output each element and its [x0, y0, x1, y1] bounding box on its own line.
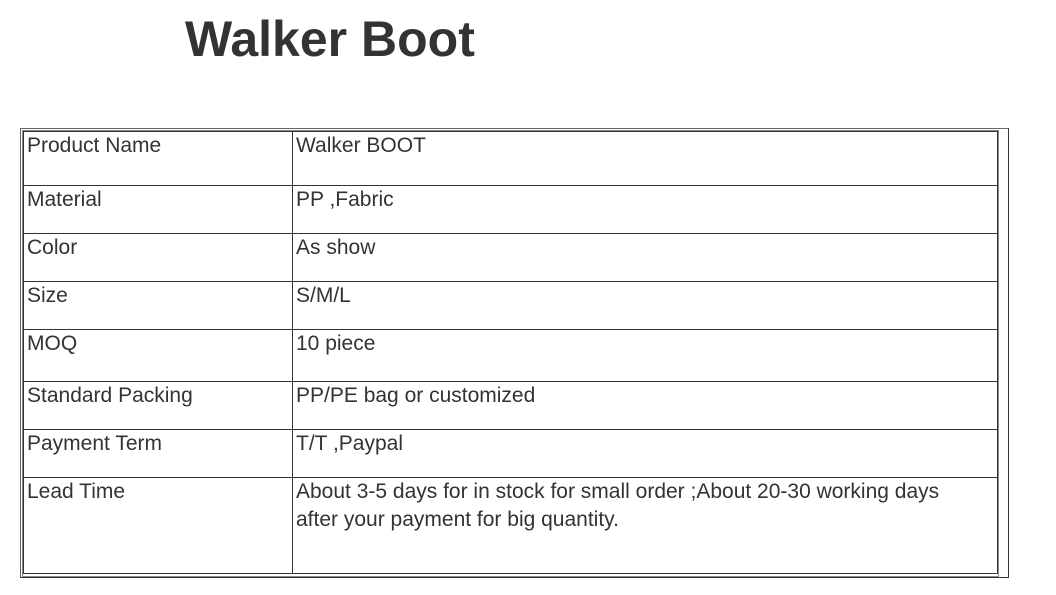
row-label: Color	[23, 233, 293, 282]
spec-table-frame: Product Name Walker BOOT Material PP ,Fabr…	[20, 128, 1009, 578]
row-label: Payment Term	[23, 429, 293, 478]
table-row: Size S/M/L	[23, 281, 998, 330]
row-value: PP ,Fabric	[292, 185, 998, 234]
lead-time-line-2: after your payment for big quantity.	[296, 508, 619, 531]
table-row: Payment Term T/T ,Paypal	[23, 429, 998, 478]
table-row: Lead Time About 3-5 days for in stock for…	[23, 477, 998, 574]
row-label: Size	[23, 281, 293, 330]
table-row: Standard Packing PP/PE bag or customized	[23, 381, 998, 430]
row-label: Material	[23, 185, 293, 234]
row-value: T/T ,Paypal	[292, 429, 998, 478]
page-title: Walker Boot	[185, 11, 475, 67]
row-value: PP/PE bag or customized	[292, 381, 998, 430]
table-row: Product Name Walker BOOT	[23, 131, 998, 186]
row-value: S/M/L	[292, 281, 998, 330]
row-value: About 3-5 days for in stock for small or…	[292, 477, 998, 574]
row-label: MOQ	[23, 329, 293, 382]
row-value: 10 piece	[292, 329, 998, 382]
table-row: Color As show	[23, 233, 998, 282]
table-row: MOQ 10 piece	[23, 329, 998, 382]
row-value: As show	[292, 233, 998, 282]
row-label: Lead Time	[23, 477, 293, 574]
table-row: Material PP ,Fabric	[23, 185, 998, 234]
row-label: Standard Packing	[23, 381, 293, 430]
spec-table: Product Name Walker BOOT Material PP ,Fabr…	[23, 131, 998, 574]
lead-time-line-1: About 3-5 days for in stock for small or…	[296, 480, 940, 503]
row-value: Walker BOOT	[292, 131, 998, 186]
row-label: Product Name	[23, 131, 293, 186]
